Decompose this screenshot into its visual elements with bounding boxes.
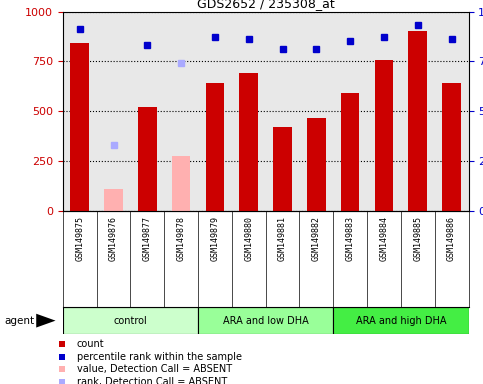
Bar (307, 118, 326, 211)
Text: GSM149878: GSM149878 (177, 216, 185, 261)
Text: GSM149877: GSM149877 (143, 216, 152, 261)
Bar (341, 93, 359, 211)
Bar (442, 83, 461, 211)
Bar (333, 307, 469, 334)
Bar (198, 307, 333, 334)
Bar (273, 127, 292, 211)
Text: GSM149875: GSM149875 (75, 216, 84, 261)
Text: control: control (114, 316, 147, 326)
Bar (138, 108, 156, 211)
Text: GSM149885: GSM149885 (413, 216, 422, 261)
Text: GSM149883: GSM149883 (346, 216, 355, 261)
Text: agent: agent (5, 316, 35, 326)
Bar (409, 31, 427, 211)
Polygon shape (36, 314, 56, 328)
Bar (172, 156, 190, 211)
Bar (71, 43, 89, 211)
Text: GSM149881: GSM149881 (278, 216, 287, 261)
Bar (375, 60, 393, 211)
Bar (104, 189, 123, 211)
Bar (240, 73, 258, 211)
Text: rank, Detection Call = ABSENT: rank, Detection Call = ABSENT (76, 376, 227, 384)
Text: percentile rank within the sample: percentile rank within the sample (76, 351, 242, 362)
Bar (63, 307, 198, 334)
Text: GSM149886: GSM149886 (447, 216, 456, 261)
Text: GSM149882: GSM149882 (312, 216, 321, 261)
Text: GSM149880: GSM149880 (244, 216, 253, 261)
Text: ARA and low DHA: ARA and low DHA (223, 316, 309, 326)
Text: ARA and high DHA: ARA and high DHA (355, 316, 446, 326)
Text: GSM149876: GSM149876 (109, 216, 118, 261)
Bar (206, 83, 224, 211)
Text: GSM149879: GSM149879 (211, 216, 219, 261)
Text: count: count (76, 339, 104, 349)
Text: value, Detection Call = ABSENT: value, Detection Call = ABSENT (76, 364, 232, 374)
Text: GSM149884: GSM149884 (380, 216, 388, 261)
Title: GDS2652 / 235308_at: GDS2652 / 235308_at (197, 0, 335, 10)
